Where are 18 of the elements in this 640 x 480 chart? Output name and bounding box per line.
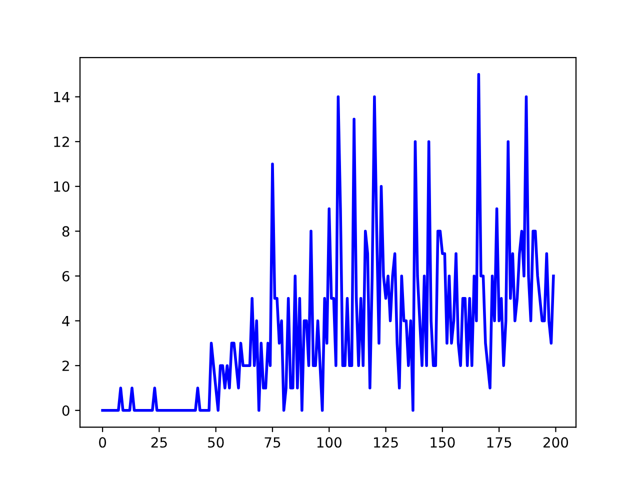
x-tick-label: 75 xyxy=(264,437,280,448)
x-tick-label: 200 xyxy=(543,437,568,448)
x-tick-label: 175 xyxy=(487,437,512,448)
y-tick-label: 14 xyxy=(54,92,70,102)
line-series xyxy=(101,73,555,412)
y-tick-label: 2 xyxy=(62,360,69,371)
x-tick-label: 25 xyxy=(151,437,167,448)
y-tick-label: 12 xyxy=(54,136,69,147)
x-tick-label: 150 xyxy=(430,437,455,448)
y-tick-label: 10 xyxy=(54,181,70,192)
y-tick-label: 8 xyxy=(62,226,70,237)
x-tick-label: 125 xyxy=(374,437,398,448)
y-tick-label: 6 xyxy=(62,270,70,282)
y-tick-label: 0 xyxy=(62,405,70,416)
x-tick-label: 0 xyxy=(99,437,106,448)
y-tick-label: 4 xyxy=(62,316,70,326)
x-tick-label: 50 xyxy=(208,437,224,448)
x-tick-label: 100 xyxy=(317,437,342,448)
